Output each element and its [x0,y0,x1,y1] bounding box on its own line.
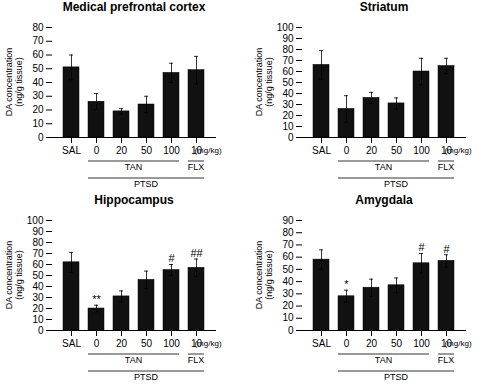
svg-text:##: ## [190,247,203,259]
svg-text:SAL: SAL [312,145,331,156]
svg-text:TAN: TAN [125,355,142,365]
svg-text:PTSD: PTSD [384,372,409,382]
svg-text:70: 70 [282,239,294,250]
svg-text:0: 0 [94,338,100,349]
svg-text:#: # [443,243,450,255]
svg-text:80: 80 [282,227,294,238]
svg-text:SAL: SAL [312,338,331,349]
svg-text:PTSD: PTSD [134,372,159,382]
svg-text:60: 60 [282,251,294,262]
svg-text:50: 50 [391,338,403,349]
svg-text:90: 90 [32,226,44,237]
svg-text:70: 70 [32,248,44,259]
html-text:Amygdala: Amygdala [355,193,413,207]
svg-text:40: 40 [32,281,44,292]
svg-text:DA concentration(ng/g tissue): DA concentration(ng/g tissue) [254,241,274,310]
svg-text:(mg/kg): (mg/kg) [444,146,471,155]
svg-text:0: 0 [288,132,294,143]
svg-text:DA concentration(ng/g tissue): DA concentration(ng/g tissue) [4,241,24,310]
svg-text:0: 0 [38,325,44,336]
svg-text:80: 80 [32,237,44,248]
svg-text:50: 50 [141,145,153,156]
svg-text:100: 100 [163,338,180,349]
svg-text:20: 20 [366,338,378,349]
svg-text:50: 50 [282,264,294,275]
svg-text:FLX: FLX [188,162,205,172]
svg-text:10: 10 [32,314,44,325]
svg-text:100: 100 [413,338,430,349]
svg-text:60: 60 [32,259,44,270]
svg-text:20: 20 [116,145,128,156]
svg-text:10: 10 [32,118,44,129]
svg-text:50: 50 [32,270,44,281]
svg-text:TAN: TAN [125,162,142,172]
svg-text:FLX: FLX [438,162,455,172]
svg-text:10: 10 [282,312,294,323]
svg-text:50: 50 [141,338,153,349]
svg-text:#: # [168,252,175,264]
svg-text:40: 40 [282,276,294,287]
svg-text:(mg/kg): (mg/kg) [194,146,221,155]
svg-text:50: 50 [391,145,403,156]
html-text:Medical prefrontal cortex: Medical prefrontal cortex [62,0,206,14]
svg-text:#: # [418,241,425,253]
svg-text:DA concentration(ng/g tissue): DA concentration(ng/g tissue) [4,48,24,117]
svg-text:0: 0 [288,325,294,336]
svg-text:FLX: FLX [188,355,205,365]
svg-text:10: 10 [282,121,294,132]
svg-text:20: 20 [32,303,44,314]
svg-text:50: 50 [32,63,44,74]
svg-text:DA concentration(ng/g tissue): DA concentration(ng/g tissue) [254,48,274,117]
svg-text:70: 70 [282,55,294,66]
svg-text:80: 80 [282,44,294,55]
svg-text:60: 60 [32,49,44,60]
svg-text:PTSD: PTSD [384,179,409,189]
svg-text:20: 20 [282,300,294,311]
svg-text:100: 100 [27,215,44,226]
svg-text:30: 30 [282,288,294,299]
svg-text:30: 30 [282,99,294,110]
svg-text:*: * [344,278,349,290]
svg-text:0: 0 [38,132,44,143]
svg-text:50: 50 [282,77,294,88]
svg-text:20: 20 [282,110,294,121]
svg-text:(mg/kg): (mg/kg) [194,339,221,348]
html-text:Striatum: Striatum [359,0,409,14]
svg-text:20: 20 [366,145,378,156]
svg-text:SAL: SAL [62,338,81,349]
svg-text:20: 20 [116,338,128,349]
svg-text:70: 70 [32,35,44,46]
svg-text:90: 90 [282,215,294,226]
svg-text:**: ** [92,293,101,305]
svg-text:20: 20 [32,104,44,115]
svg-text:30: 30 [32,292,44,303]
svg-text:0: 0 [344,338,350,349]
svg-text:40: 40 [32,77,44,88]
svg-text:0: 0 [94,145,100,156]
svg-text:PTSD: PTSD [134,179,159,189]
svg-text:90: 90 [282,33,294,44]
svg-text:TAN: TAN [375,162,392,172]
svg-text:40: 40 [282,88,294,99]
svg-text:FLX: FLX [438,355,455,365]
svg-text:TAN: TAN [375,355,392,365]
svg-text:80: 80 [32,22,44,33]
svg-text:100: 100 [413,145,430,156]
svg-text:30: 30 [32,90,44,101]
svg-text:(mg/kg): (mg/kg) [444,339,471,348]
svg-text:0: 0 [344,145,350,156]
svg-text:100: 100 [277,22,294,33]
svg-text:100: 100 [163,145,180,156]
html-text:Hippocampus: Hippocampus [94,193,174,207]
svg-text:60: 60 [282,66,294,77]
svg-text:SAL: SAL [62,145,81,156]
